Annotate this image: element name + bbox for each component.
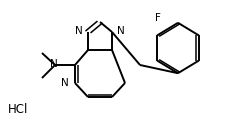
Text: N: N — [117, 26, 125, 36]
Text: N: N — [50, 59, 58, 69]
Text: N: N — [61, 78, 68, 88]
Text: N: N — [75, 26, 83, 36]
Text: F: F — [155, 13, 161, 23]
Text: HCl: HCl — [8, 103, 29, 116]
